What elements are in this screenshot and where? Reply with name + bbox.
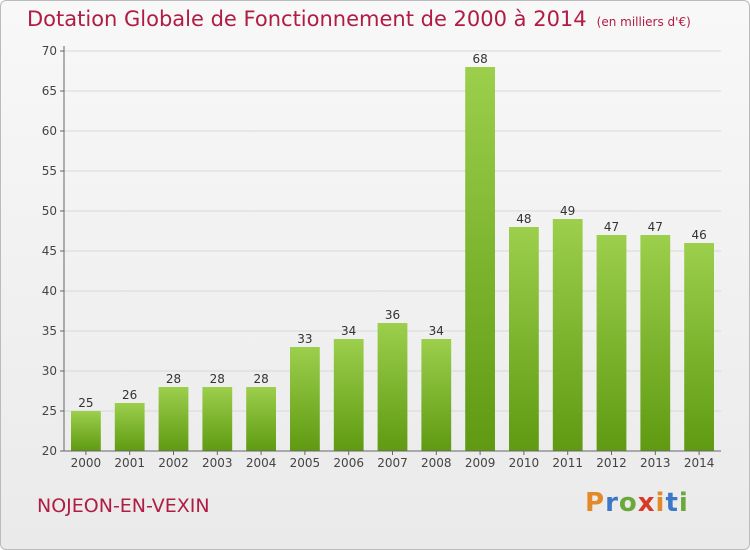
x-tick-label: 2008 xyxy=(421,456,452,470)
x-tick-label: 2000 xyxy=(71,456,102,470)
y-tick-label: 20 xyxy=(42,444,57,458)
y-tick-label: 35 xyxy=(42,324,57,338)
bar-value-label: 46 xyxy=(691,228,706,242)
bar-2003 xyxy=(202,387,233,451)
bar-value-label: 28 xyxy=(210,372,225,386)
bar-value-label: 49 xyxy=(560,204,575,218)
bar-2013 xyxy=(640,235,671,451)
y-tick-label: 60 xyxy=(42,124,57,138)
bar-2005 xyxy=(290,347,320,451)
bar-value-label: 25 xyxy=(78,396,93,410)
x-tick-label: 2009 xyxy=(465,456,496,470)
chart-unit-note: (en milliers d'€) xyxy=(596,15,691,29)
bar-layer xyxy=(71,67,714,451)
y-tick-label: 30 xyxy=(42,364,57,378)
bar-value-label: 47 xyxy=(648,220,663,234)
bar-2006 xyxy=(333,339,364,451)
bar-value-label: 28 xyxy=(166,372,181,386)
x-tick-label: 2010 xyxy=(509,456,540,470)
bar-2009 xyxy=(465,67,495,451)
bar-2012 xyxy=(596,235,627,451)
bar-value-label: 48 xyxy=(516,212,531,226)
bar-value-label: 34 xyxy=(341,324,356,338)
logo-letter: i xyxy=(678,488,689,518)
logo-letter: r xyxy=(605,488,619,518)
chart-title-text: Dotation Globale de Fonctionnement de 20… xyxy=(27,7,587,31)
x-tick-label: 2003 xyxy=(202,456,233,470)
bar-value-label: 26 xyxy=(122,388,137,402)
x-tick-label: 2012 xyxy=(596,456,627,470)
bar-value-label: 33 xyxy=(297,332,312,346)
x-tick-label: 2014 xyxy=(684,456,715,470)
logo-letter: o xyxy=(618,488,638,518)
x-tick-label: 2001 xyxy=(114,456,145,470)
bar-2010 xyxy=(509,227,539,451)
y-tick-label: 65 xyxy=(42,84,57,98)
bar-value-label: 34 xyxy=(429,324,444,338)
bar-2014 xyxy=(684,243,714,451)
y-tick-label: 55 xyxy=(42,164,57,178)
bar-value-label: 28 xyxy=(253,372,268,386)
x-tick-label: 2011 xyxy=(552,456,583,470)
y-tick-label: 25 xyxy=(42,404,57,418)
bar-2011 xyxy=(552,219,583,451)
bar-2004 xyxy=(246,387,276,451)
x-tick-label: 2007 xyxy=(377,456,408,470)
axis-layer: 20 25 30 35 40 45 50 55 60 65 70 2000 2001 2002 2003 20… xyxy=(42,44,721,470)
proxiti-logo: Proxiti xyxy=(585,488,689,518)
logo-letter: t xyxy=(665,488,679,518)
y-tick-label: 40 xyxy=(42,284,57,298)
x-tick-label: 2004 xyxy=(246,456,277,470)
bar-value-label: 68 xyxy=(472,52,487,66)
x-tick-label: 2013 xyxy=(640,456,671,470)
bar-2001 xyxy=(114,403,145,451)
bar-2008 xyxy=(421,339,452,451)
logo-letter: P xyxy=(585,488,606,518)
label-layer: 25 26 28 28 28 33 34 36 34 68 48 49 47 47 46 xyxy=(78,52,706,410)
bar-2000 xyxy=(71,411,101,451)
bar-value-label: 47 xyxy=(604,220,619,234)
x-tick-label: 2002 xyxy=(158,456,189,470)
chart-title: Dotation Globale de Fonctionnement de 20… xyxy=(27,7,691,31)
x-tick-label: 2006 xyxy=(333,456,364,470)
x-tick-label: 2005 xyxy=(290,456,321,470)
bar-value-label: 36 xyxy=(385,308,400,322)
bar-2007 xyxy=(377,323,408,451)
commune-name: NOJEON-EN-VEXIN xyxy=(37,495,210,517)
y-tick-label: 70 xyxy=(42,44,57,58)
y-tick-label: 50 xyxy=(42,204,57,218)
logo-letter: i xyxy=(655,488,666,518)
bar-2002 xyxy=(158,387,189,451)
logo-letter: x xyxy=(637,488,656,518)
y-tick-label: 45 xyxy=(42,244,57,258)
